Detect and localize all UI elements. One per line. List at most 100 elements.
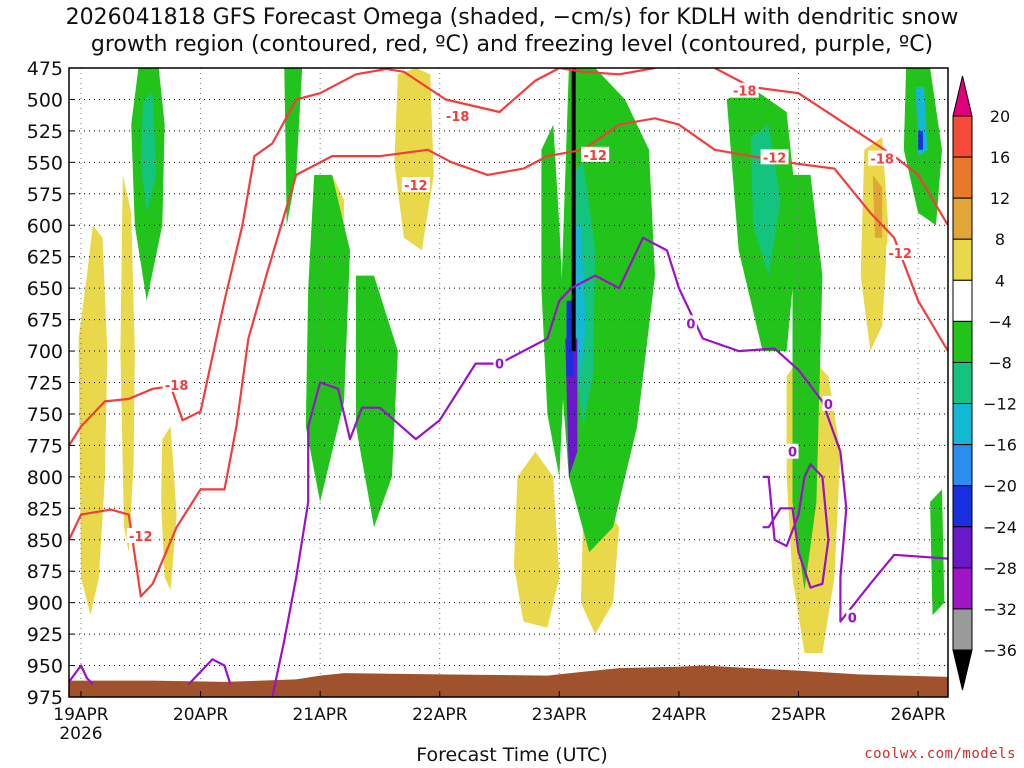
freezing-level-contour-3 <box>762 463 830 589</box>
omega-core-max <box>571 68 576 352</box>
dendritic-contour-2 <box>559 68 656 76</box>
freezing-level-contour-2 <box>271 236 948 697</box>
y-tick-label-12: 775 <box>27 435 63 457</box>
colorbar-segment-10 <box>952 526 973 569</box>
y-tick-label-0: 475 <box>27 58 63 80</box>
freezing-label-bg-2 <box>786 443 799 459</box>
colorbar-label-0: 20 <box>990 107 1010 126</box>
dendritic-label-1: -12 <box>129 530 153 545</box>
plot-layer: -18 -12 -18 -12 -12 -18 -12 -18 -12 0 0 0 0 0 <box>69 68 948 697</box>
omega-region-13 <box>305 174 350 502</box>
omega-region-11 <box>140 93 157 213</box>
colorbar-label-9: −20 <box>983 477 1017 496</box>
colorbar-label-10: −24 <box>983 518 1017 537</box>
dendritic-label-2: -18 <box>446 110 470 125</box>
colorbar-top-arrow <box>952 75 973 117</box>
x-tick-year-label: 2026 <box>59 724 102 744</box>
omega-region-24 <box>918 130 923 150</box>
dendritic-label-bg-2 <box>443 107 472 123</box>
dendritic-label-bg-3 <box>401 176 430 192</box>
omega-region-1 <box>120 174 135 553</box>
colorbar-segment-2 <box>952 197 973 240</box>
dendritic-label-bg-0 <box>162 377 191 393</box>
colorbar-label-1: 16 <box>990 148 1010 167</box>
colorbar-segment-8 <box>952 444 973 487</box>
colorbar-segment-0 <box>952 115 973 158</box>
freezing-label-1: 0 <box>686 317 695 332</box>
y-tick-label-6: 625 <box>27 247 63 269</box>
colorbar-segment-11 <box>952 567 973 610</box>
y-tick-label-11: 750 <box>27 404 63 426</box>
freezing-label-bg-0 <box>493 355 506 371</box>
freezing-label-2: 0 <box>788 446 797 461</box>
y-tick-label-4: 575 <box>27 184 63 206</box>
dendritic-label-bg-7 <box>868 150 897 166</box>
y-tick-label-20: 975 <box>27 687 63 709</box>
y-tick-label-19: 950 <box>27 656 63 678</box>
y-tick-label-17: 900 <box>27 593 63 615</box>
omega-region-14 <box>356 275 398 528</box>
freezing-label-4: 0 <box>848 612 857 627</box>
x-axis-label: Forecast Time (UTC) <box>416 744 608 766</box>
x-tick-label-4: 23APR <box>532 705 588 725</box>
dendritic-label-5: -18 <box>733 85 757 100</box>
dendritic-label-6: -12 <box>763 151 787 166</box>
freezing-label-bg-4 <box>846 609 859 625</box>
colorbar-label-11: −28 <box>983 559 1017 578</box>
dendritic-label-bg-8 <box>886 244 915 260</box>
dendritic-label-bg-5 <box>730 82 759 98</box>
x-tick-label-0: 19APR <box>53 705 109 725</box>
freezing-level-contour-0 <box>69 664 94 686</box>
colorbar-label-7: −12 <box>983 395 1017 414</box>
omega-region-5 <box>513 451 560 628</box>
colorbar-segment-7 <box>952 403 973 446</box>
colorbar-label-6: −8 <box>988 353 1012 372</box>
freezing-level-contour-1 <box>187 658 232 686</box>
colorbar-label-13: −36 <box>983 641 1017 660</box>
y-tick-label-10: 725 <box>27 373 63 395</box>
omega-region-2 <box>161 426 177 591</box>
x-tick-label-1: 20APR <box>173 705 229 725</box>
colorbar-label-12: −32 <box>983 600 1017 619</box>
colorbar-label-8: −16 <box>983 436 1017 455</box>
x-tick-label-5: 24APR <box>651 705 707 725</box>
colorbar-label-5: −4 <box>988 312 1012 331</box>
y-tick-label-18: 925 <box>27 624 63 646</box>
dendritic-label-bg-4 <box>581 146 610 162</box>
dendritic-label-3: -12 <box>404 179 428 194</box>
y-tick-label-13: 800 <box>27 467 63 489</box>
source-credit: coolwx.com/models <box>864 746 1016 762</box>
colorbar-segment-9 <box>952 485 973 528</box>
colorbar-segment-6 <box>952 361 973 405</box>
colorbar-label-4: 4 <box>995 271 1005 290</box>
dendritic-label-4: -12 <box>583 149 607 164</box>
colorbar-bottom-arrow <box>952 649 973 691</box>
colorbar-segment-4 <box>952 279 973 322</box>
dendritic-label-bg-6 <box>760 149 789 165</box>
freezing-label-3: 0 <box>824 398 833 413</box>
colorbar-segment-3 <box>952 238 973 281</box>
dendritic-contour-1 <box>379 68 560 114</box>
y-tick-label-9: 700 <box>27 341 63 363</box>
dendritic-label-7: -18 <box>870 153 894 168</box>
x-tick-label-6: 25APR <box>771 705 827 725</box>
colorbar-segment-1 <box>952 156 973 199</box>
omega-region-4 <box>394 68 434 251</box>
y-tick-label-2: 525 <box>27 121 63 143</box>
colorbar-segment-12 <box>952 608 973 651</box>
omega-region-0 <box>78 225 108 616</box>
omega-region-25 <box>930 489 945 616</box>
dendritic-contour-0 <box>69 68 393 446</box>
dendritic-label-bg-1 <box>126 527 155 543</box>
freezing-label-bg-3 <box>822 395 835 411</box>
omega-region-18 <box>573 225 586 377</box>
y-tick-label-14: 825 <box>27 498 63 520</box>
terrain-ground <box>69 665 948 697</box>
x-tick-label-2: 21APR <box>292 705 348 725</box>
y-tick-label-1: 500 <box>27 89 63 111</box>
chart-title: 2026041818 GFS Forecast Omega (shaded, −… <box>65 5 959 57</box>
y-tick-label-16: 875 <box>27 561 63 583</box>
colorbar-label-2: 12 <box>990 189 1010 208</box>
